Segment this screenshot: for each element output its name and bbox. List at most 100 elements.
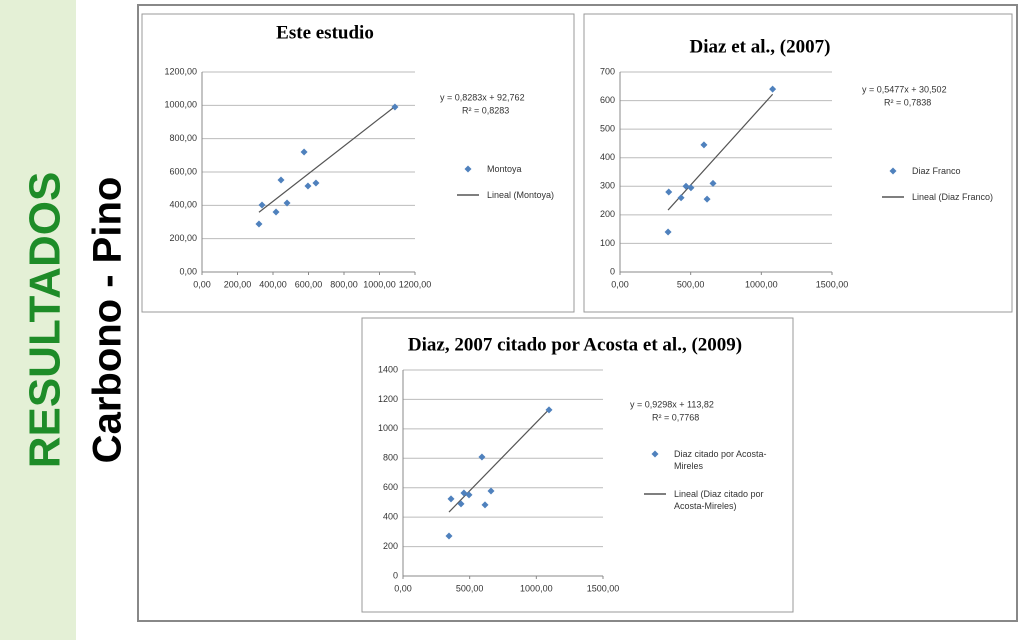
- legend-line-icon: [644, 493, 666, 495]
- legend-line-icon: [882, 196, 904, 198]
- y-tick-label: 1000: [378, 423, 398, 433]
- data-point: [391, 103, 399, 111]
- legend-marker-icon: [889, 167, 897, 175]
- x-tick-label: 1000,00: [363, 279, 396, 289]
- data-point: [300, 148, 308, 156]
- legend-label: Lineal (Diaz citado por Acosta-Mireles): [674, 489, 764, 511]
- data-point: [709, 179, 717, 187]
- legend-entry: Lineal (Montoya): [455, 189, 570, 201]
- x-tick-label: 1000,00: [745, 279, 778, 289]
- y-tick-label: 800: [383, 453, 398, 463]
- data-point: [478, 453, 486, 461]
- x-tick-label: 600,00: [295, 279, 323, 289]
- data-point: [487, 487, 495, 495]
- frame: [137, 4, 1018, 622]
- slide-subtitle: Carbono - Pino: [86, 177, 130, 464]
- y-tick-label: 0: [393, 570, 398, 580]
- y-tick-label: 1200,00: [164, 66, 197, 76]
- y-tick-label: 200: [383, 541, 398, 551]
- y-tick-label: 0,00: [179, 266, 197, 276]
- legend-marker: [880, 191, 906, 203]
- data-point: [682, 182, 690, 190]
- data-point: [283, 199, 291, 207]
- legend-marker-icon: [651, 450, 659, 458]
- y-tick-label: 200: [600, 209, 615, 219]
- equation: y = 0,5477x + 30,502: [862, 84, 947, 94]
- y-tick-label: 700: [600, 66, 615, 76]
- x-tick-label: 0,00: [394, 583, 412, 593]
- data-point: [769, 85, 777, 93]
- data-point: [664, 228, 672, 236]
- data-point: [304, 182, 312, 190]
- data-point: [272, 208, 280, 216]
- x-tick-label: 400,00: [259, 279, 287, 289]
- legend-marker: [455, 163, 481, 175]
- data-point: [255, 220, 263, 228]
- x-tick-label: 500,00: [677, 279, 705, 289]
- y-tick-label: 1000,00: [164, 100, 197, 110]
- equation: y = 0,9298x + 113,82: [630, 399, 714, 409]
- chart-box: [361, 317, 794, 613]
- legend-line-icon: [457, 194, 479, 196]
- r-squared: R² = 0,7768: [652, 412, 699, 422]
- y-tick-label: 1200: [378, 394, 398, 404]
- data-point: [277, 176, 285, 184]
- y-tick-label: 800,00: [169, 133, 197, 143]
- y-tick-label: 300: [600, 181, 615, 191]
- data-point: [677, 194, 685, 202]
- data-point: [465, 491, 473, 499]
- legend-label: Diaz citado por Acosta-Mireles: [674, 449, 767, 471]
- trend-line: [258, 106, 396, 213]
- x-tick-label: 0,00: [193, 279, 211, 289]
- legend-label: Diaz Franco: [912, 166, 961, 176]
- data-point: [545, 406, 553, 414]
- x-tick-label: 500,00: [456, 583, 484, 593]
- legend-entry: Diaz Franco: [880, 165, 1005, 177]
- data-point: [457, 500, 465, 508]
- chart-title: Diaz, 2007 citado por Acosta et al., (20…: [408, 334, 742, 355]
- chart-box: [141, 13, 575, 313]
- y-tick-label: 400: [383, 512, 398, 522]
- x-tick-label: 1500,00: [587, 583, 620, 593]
- legend-marker: [642, 488, 668, 500]
- legend-label: Lineal (Montoya): [487, 190, 555, 200]
- legend-entry: Diaz citado por Acosta-Mireles: [642, 448, 787, 472]
- x-tick-label: 1000,00: [520, 583, 553, 593]
- x-tick-label: 0,00: [611, 279, 629, 289]
- equation: y = 0,8283x + 92,762: [440, 92, 525, 102]
- legend-marker: [880, 165, 906, 177]
- y-tick-label: 100: [600, 238, 615, 248]
- slide-title: RESULTADOS: [21, 172, 70, 469]
- data-point: [258, 201, 266, 209]
- trend-line: [667, 93, 774, 211]
- legend-entry: Montoya: [455, 163, 570, 175]
- r-squared: R² = 0,8283: [462, 105, 509, 115]
- y-tick-label: 400: [600, 152, 615, 162]
- x-tick-label: 1500,00: [816, 279, 849, 289]
- side-band: [0, 0, 76, 640]
- data-point: [312, 179, 320, 187]
- y-tick-label: 500: [600, 124, 615, 134]
- data-point: [665, 188, 673, 196]
- legend-entry: Lineal (Diaz Franco): [880, 191, 1005, 203]
- x-tick-label: 800,00: [330, 279, 358, 289]
- legend-label: Lineal (Diaz Franco): [912, 192, 994, 202]
- legend-entry: Lineal (Diaz citado por Acosta-Mireles): [642, 488, 787, 512]
- legend-marker: [455, 189, 481, 201]
- y-tick-label: 400,00: [169, 200, 197, 210]
- data-point: [445, 532, 453, 540]
- x-tick-label: 200,00: [224, 279, 252, 289]
- data-point: [447, 495, 455, 503]
- legend-marker: [642, 448, 668, 460]
- r-squared: R² = 0,7838: [884, 97, 931, 107]
- data-point: [687, 184, 695, 192]
- chart-title: Diaz et al., (2007): [690, 36, 831, 57]
- y-tick-label: 600,00: [169, 166, 197, 176]
- y-tick-label: 0: [610, 266, 615, 276]
- y-tick-label: 600: [600, 95, 615, 105]
- legend-label: Montoya: [487, 164, 522, 174]
- chart-title: Este estudio: [276, 22, 374, 43]
- chart-box: [583, 13, 1013, 313]
